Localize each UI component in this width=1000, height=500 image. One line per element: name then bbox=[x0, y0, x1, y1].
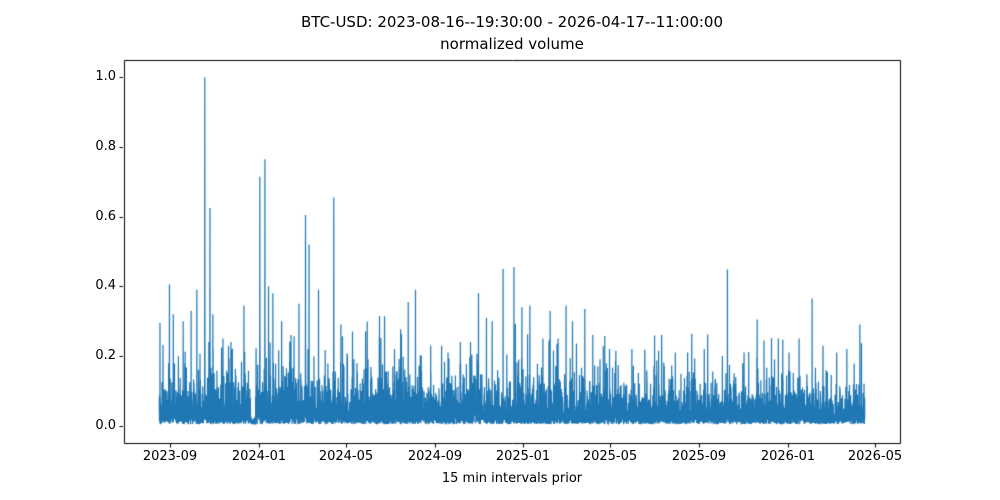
x-tick-label: 2023-09 bbox=[142, 449, 198, 464]
y-tick-label: 0.0 bbox=[95, 418, 116, 433]
x-tick-label: 2024-01 bbox=[231, 449, 287, 464]
x-axis-label: 15 min intervals prior bbox=[441, 471, 583, 486]
y-tick-label: 0.4 bbox=[95, 278, 116, 293]
x-tick-label: 2024-05 bbox=[318, 449, 374, 464]
chart-subtitle: normalized volume bbox=[440, 35, 584, 53]
x-tick-label: 2025-05 bbox=[582, 449, 638, 464]
x-tick-label: 2024-09 bbox=[407, 449, 463, 464]
x-tick-label: 2025-09 bbox=[671, 449, 727, 464]
y-tick-label: 0.8 bbox=[95, 139, 116, 154]
x-tick-label: 2026-01 bbox=[760, 449, 816, 464]
y-tick-label: 0.2 bbox=[95, 348, 116, 363]
chart-title: BTC-USD: 2023-08-16--19:30:00 - 2026-04-… bbox=[300, 13, 724, 31]
x-tick-label: 2025-01 bbox=[495, 449, 551, 464]
y-tick-label: 0.6 bbox=[95, 209, 116, 224]
y-tick-label: 1.0 bbox=[95, 69, 116, 84]
x-tick-label: 2026-05 bbox=[847, 449, 903, 464]
